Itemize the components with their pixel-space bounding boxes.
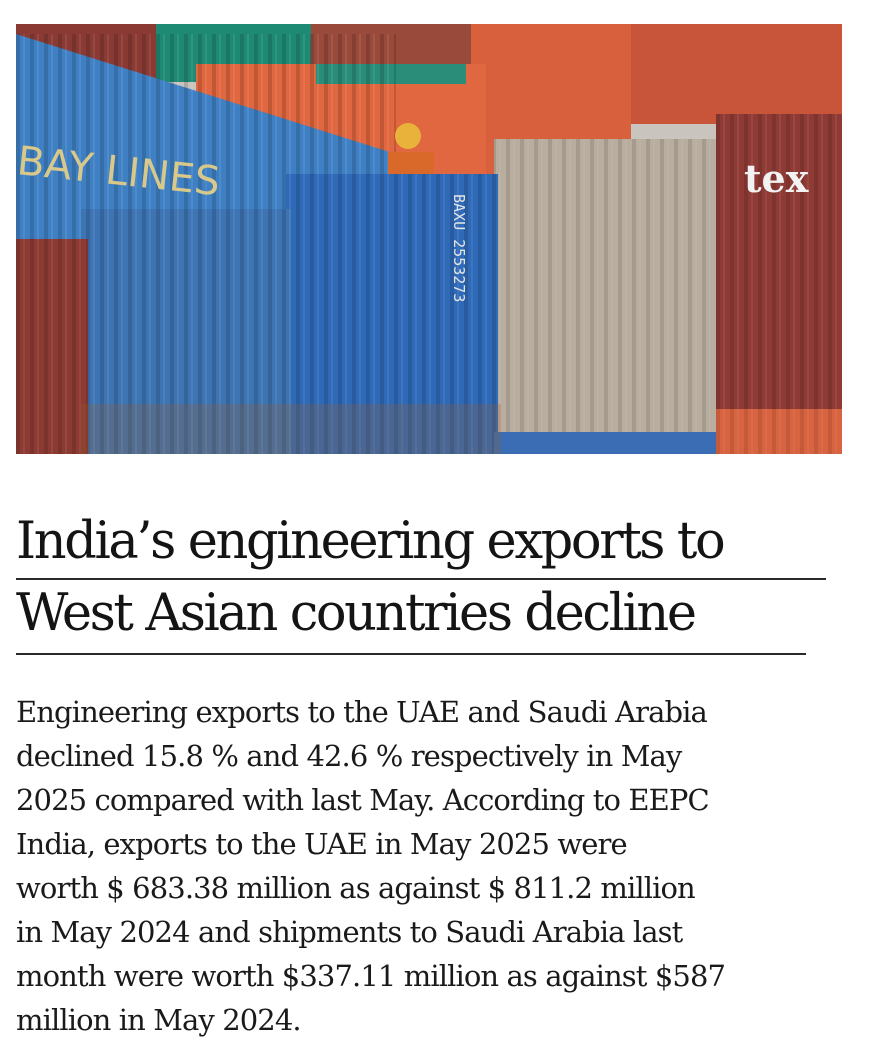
headline-line: India’s engineering exports to xyxy=(16,512,726,571)
headline-line: West Asian countries decline xyxy=(16,584,697,643)
headline-underline xyxy=(16,578,826,580)
body-line: 2025 compared with last May. According t… xyxy=(16,783,710,817)
container-marking: tex xyxy=(744,156,809,201)
body-line: worth $ 683.38 million as against $ 811.… xyxy=(16,871,696,905)
headline-underline xyxy=(16,653,806,655)
container-serial: BAXU 2553273 xyxy=(450,194,468,302)
body-line: India, exports to the UAE in May 2025 we… xyxy=(16,827,628,861)
article-body: Engineering exports to the UAE and Saudi… xyxy=(16,690,851,1042)
body-line: in May 2024 and shipments to Saudi Arabi… xyxy=(16,915,683,949)
article-headline: India’s engineering exports to West Asia… xyxy=(16,506,846,650)
body-line: million in May 2024. xyxy=(16,1003,302,1037)
body-line: Engineering exports to the UAE and Saudi… xyxy=(16,695,708,729)
body-line: declined 15.8 % and 42.6 % respectively … xyxy=(16,739,682,773)
body-line: month were worth $337.11 million as agai… xyxy=(16,959,726,993)
article-photo: BAY LINES tex BAXU 2553273 xyxy=(16,24,842,454)
